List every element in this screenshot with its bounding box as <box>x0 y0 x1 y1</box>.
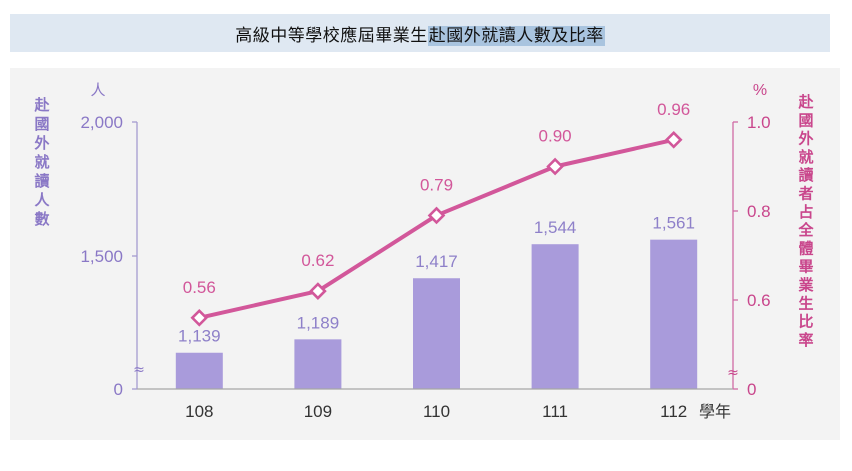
left-axis-break: ≈ <box>133 362 145 378</box>
ratio-marker <box>309 282 327 300</box>
bar-value-label: 1,139 <box>178 327 221 346</box>
right-axis: 0 0.6 0.8 1.0% ≈ 赴國外就讀者占全體畢業生比率 <box>727 82 814 399</box>
x-axis: 108 109 110 111 112 學年 <box>137 388 733 421</box>
bar-value-label: 1,189 <box>297 313 340 332</box>
line-series: 0.56 0.62 0.79 0.90 0.96 <box>183 100 690 327</box>
x-tick-label: 108 <box>185 402 213 421</box>
right-axis-tick-label: 0.6 <box>747 291 771 310</box>
ratio-value-label: 0.79 <box>420 175 453 194</box>
ratio-marker <box>546 157 564 176</box>
ratio-value-label: 0.56 <box>183 278 216 297</box>
bar-110 <box>413 278 460 389</box>
x-axis-unit-label: 學年 <box>699 402 731 421</box>
ratio-marker <box>190 308 209 327</box>
chart-title: 高級中等學校應屆畢業生赴國外就讀人數及比率 <box>235 21 605 46</box>
bar-108 <box>175 352 223 389</box>
left-axis-tick-label: 1,500 <box>80 247 123 266</box>
ratio-value-label: 0.96 <box>657 100 690 119</box>
right-axis-unit: % <box>753 82 767 99</box>
ratio-marker <box>427 206 446 225</box>
x-tick-label: 111 <box>542 402 568 421</box>
left-axis-tick-label: 0 <box>114 380 123 399</box>
x-tick-label: 110 <box>423 402 450 421</box>
right-axis-tick-label: 1.0 <box>747 113 771 132</box>
right-axis-tick-label: 0.8 <box>747 202 771 221</box>
right-axis-break: ≈ <box>727 365 739 381</box>
ratio-value-label: 0.90 <box>539 127 572 146</box>
chart-title-bar: 高級中等學校應屆畢業生赴國外就讀人數及比率 <box>10 14 830 52</box>
bar-109 <box>294 339 342 389</box>
ratio-value-label: 0.62 <box>301 251 334 270</box>
left-axis-tick-label: 2,000 <box>80 113 123 132</box>
left-axis-title: 赴國外就讀人數 <box>33 96 50 228</box>
bar-value-label: 1,417 <box>415 252 458 271</box>
chart-title-highlight: 赴國外就讀人數及比率 <box>427 25 605 46</box>
ratio-marker <box>664 130 683 149</box>
bar-series: 1,139 1,189 1,417 1,544 1,561 <box>175 214 698 389</box>
bar-value-label: 1,561 <box>652 214 695 233</box>
chart-title-prefix: 高級中等學校應屆畢業生 <box>235 25 428 46</box>
x-tick-label: 109 <box>304 402 332 421</box>
bar-111 <box>531 244 579 389</box>
x-tick-label: 112 <box>660 402 687 421</box>
left-axis: 0 1,500 2,000 人 ≈ 赴國外就讀人數 <box>33 81 144 399</box>
bar-value-label: 1,544 <box>534 218 577 237</box>
left-axis-unit: 人 <box>90 81 105 99</box>
bar-112 <box>650 239 698 389</box>
right-axis-tick-label: 0 <box>747 380 756 399</box>
right-axis-title: 赴國外就讀者占全體畢業生比率 <box>797 93 814 349</box>
